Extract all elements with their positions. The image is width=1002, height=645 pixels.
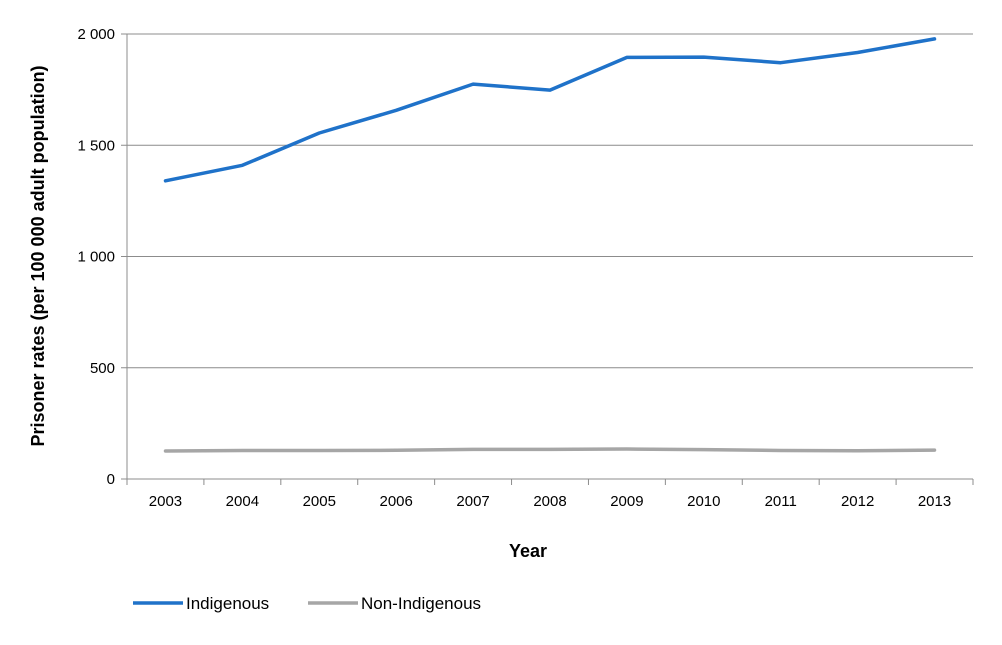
y-tick-label: 0 [107,471,115,488]
x-axis-title: Year [509,541,547,561]
y-axis-ticks: 0 500 1 000 1 500 2 000 [77,26,127,488]
x-tick-label: 2008 [533,493,566,510]
y-tick-label: 500 [90,360,115,377]
x-tick-label: 2005 [303,493,336,510]
legend-label: Indigenous [186,594,269,613]
series-lines [163,37,937,453]
x-tick-label: 2004 [226,493,259,510]
x-tick-label: 2007 [456,493,489,510]
gridlines [127,33,973,369]
series-line-indigenous [163,37,937,183]
x-tick-label: 2010 [687,493,720,510]
x-tick-label: 2011 [765,493,797,510]
x-tick-label: 2009 [610,493,643,510]
legend: Indigenous Non-Indigenous [133,594,481,613]
x-tick-label: 2006 [379,493,412,510]
legend-label: Non-Indigenous [361,594,481,613]
x-tick-label: 2003 [149,493,182,510]
y-axis-title: Prisoner rates (per 100 000 adult popula… [28,65,48,446]
y-tick-label: 1 500 [77,137,115,154]
x-tick-label: 2012 [841,493,874,510]
x-tick-label: 2013 [918,493,951,510]
y-tick-label: 1 000 [77,249,115,266]
y-tick-label: 2 000 [77,26,115,43]
x-axis-ticks: 2003 2004 2005 2006 2007 2008 2009 2010 2011 2012… [126,479,974,510]
series-line-non-indigenous [163,447,937,453]
